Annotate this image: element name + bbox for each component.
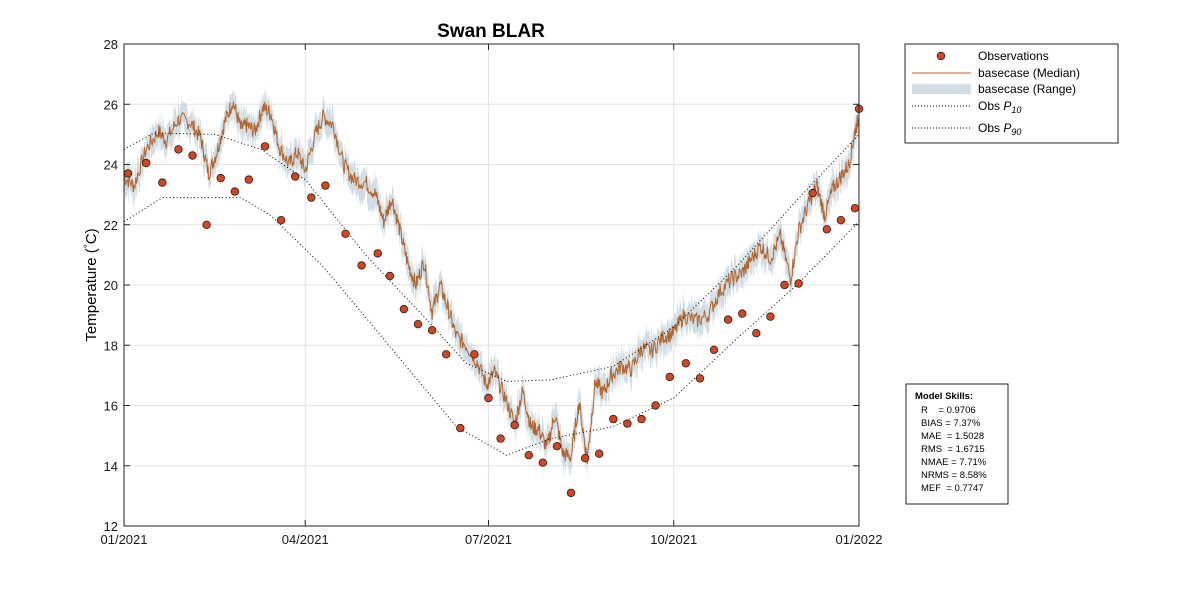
observation-point [623, 419, 632, 428]
observation-point [174, 145, 183, 154]
observation-point [510, 420, 519, 430]
observation-point [794, 279, 803, 288]
observation-point [470, 350, 479, 359]
observation-point [822, 225, 831, 234]
y-tick-label: 28 [104, 37, 118, 52]
observation-point [566, 488, 576, 498]
observation-point [723, 315, 733, 324]
observation-point [188, 151, 197, 160]
observation-point [373, 249, 382, 258]
chart-title: Swan BLAR [437, 21, 545, 42]
skill-r: R = 0.9706 [921, 405, 976, 416]
observation-point [357, 261, 366, 270]
observation-point [442, 350, 451, 359]
observation-point [766, 312, 775, 321]
observation-point [637, 414, 646, 424]
observation-point [752, 329, 761, 338]
y-tick-label: 26 [104, 97, 118, 112]
observation-point [836, 215, 846, 225]
median-line [123, 101, 860, 465]
observation-point [260, 142, 270, 151]
observation-point [141, 158, 151, 168]
observation-point [202, 220, 211, 229]
grid-lines [124, 44, 859, 526]
legend-label-median: basecase (Median) [978, 66, 1080, 80]
x-tick-label: 04/2021 [282, 532, 329, 547]
observation-point [681, 359, 690, 368]
y-tick-label: 18 [104, 338, 118, 353]
observation-point [413, 320, 423, 329]
observation-point [595, 449, 604, 458]
observation-point [850, 203, 860, 213]
y-tick-label: 14 [104, 459, 118, 474]
observation-point [538, 458, 547, 467]
legend: Observations basecase (Median) basecase … [904, 43, 1119, 144]
model-skills-title: Model Skills: [915, 391, 973, 402]
observation-point [552, 442, 562, 451]
skill-nrms: NRMS = 8.58% [921, 470, 987, 481]
y-axis-ticks: 12 14 16 18 20 22 24 26 28 [104, 37, 859, 534]
x-tick-label: 01/2022 [836, 532, 883, 547]
observation-point [123, 169, 133, 178]
legend-marker-range [912, 84, 971, 94]
legend-label-p90: Obs P90 [978, 121, 1021, 137]
observation-point [230, 187, 239, 196]
observation-point [496, 434, 505, 443]
legend-label-p10: Obs P10 [978, 99, 1021, 115]
y-tick-label: 22 [104, 218, 118, 233]
legend-label-range: basecase (Range) [978, 82, 1076, 96]
observation-point [427, 326, 437, 335]
y-tick-label: 20 [104, 278, 118, 293]
legend-marker-observations [936, 51, 946, 61]
observation-point [580, 454, 590, 463]
observation-point [651, 401, 660, 410]
skill-mef: MEF = 0.7747 [921, 483, 984, 494]
median-series-line [123, 101, 860, 465]
skill-rms: RMS = 1.6715 [921, 444, 985, 455]
skill-bias: BIAS = 7.37% [921, 418, 981, 429]
y-tick-label: 24 [104, 158, 118, 173]
y-tick-label: 16 [104, 399, 118, 414]
observation-point [385, 271, 394, 281]
observation-point [709, 345, 719, 354]
p90-series-line [123, 197, 860, 456]
skill-mae: MAE = 1.5028 [921, 431, 984, 442]
y-axis-label: Temperature (°C) [83, 228, 100, 341]
model-skills-box: Model Skills: R = 0.9706 BIAS = 7.37% MA… [905, 383, 1009, 505]
observation-point [216, 173, 225, 183]
observation-point [456, 423, 465, 433]
observation-point [244, 175, 253, 184]
observation-point [665, 372, 674, 382]
p10-series-line [123, 132, 860, 382]
observation-point [695, 374, 705, 383]
x-tick-label: 07/2021 [465, 532, 512, 547]
observation-point [307, 193, 316, 202]
observation-point [341, 229, 350, 238]
legend-label-observations: Observations [978, 49, 1049, 63]
percentile-lines [123, 132, 860, 456]
x-tick-label: 10/2021 [650, 532, 697, 547]
x-axis-ticks: 01/2021 04/2021 07/2021 10/2021 01/2022 [101, 44, 883, 547]
observation-point [158, 178, 167, 187]
observation-point [291, 172, 300, 181]
observation-point [780, 280, 789, 290]
y-tick-label: 12 [104, 519, 118, 534]
observation-points [123, 104, 864, 498]
observation-point [276, 215, 286, 225]
observation-point [321, 181, 330, 190]
observation-point [524, 451, 533, 460]
x-tick-label: 01/2021 [101, 532, 148, 547]
observation-point [808, 188, 817, 198]
observation-point [484, 393, 493, 403]
observation-point [399, 304, 409, 314]
model-skills-frame [905, 383, 1009, 505]
observation-point [738, 309, 747, 318]
observation-point [609, 414, 618, 424]
skill-nmae: NMAE = 7.71% [921, 457, 987, 468]
